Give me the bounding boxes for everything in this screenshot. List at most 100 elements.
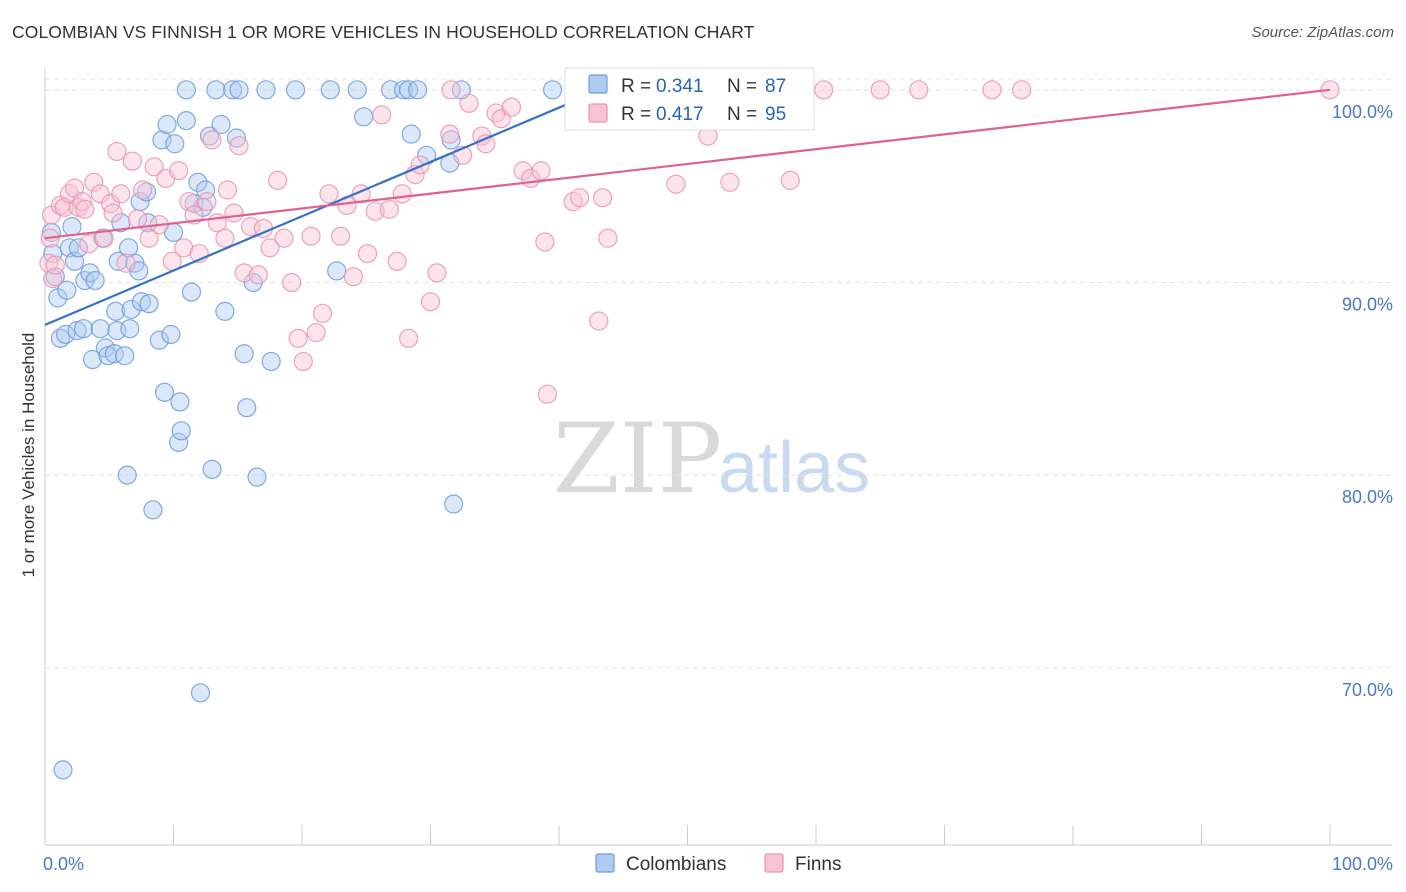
point-colombians: [170, 392, 190, 412]
point-colombians: [108, 251, 128, 271]
point-colombians: [444, 494, 464, 514]
legend-r-label-colombians: R =: [621, 76, 651, 97]
point-finns: [535, 232, 555, 252]
correlation-legend: R = 0.341 N = 87 R = 0.417 N = 95: [564, 67, 815, 131]
point-colombians: [149, 330, 169, 350]
trendline-finns: [44, 88, 1331, 240]
point-finns: [569, 188, 590, 208]
point-colombians: [206, 80, 226, 100]
point-finns: [122, 151, 142, 171]
point-colombians: [188, 172, 208, 192]
point-colombians: [176, 80, 196, 100]
point-finns: [267, 170, 288, 190]
point-colombians: [347, 80, 367, 100]
legend-swatch-finns: [588, 103, 608, 123]
point-finns: [312, 303, 333, 323]
point-colombians: [62, 217, 82, 237]
point-colombians: [106, 301, 126, 321]
point-colombians: [139, 294, 159, 314]
series-legend: Colombians Finns: [595, 853, 841, 875]
point-finns: [133, 180, 153, 200]
bottom-legend-finns: Finns: [795, 854, 841, 875]
colombians-points: [41, 80, 563, 780]
point-colombians: [542, 80, 563, 100]
legend-n-value-colombians: 87: [765, 76, 786, 97]
point-finns: [248, 265, 268, 285]
point-colombians: [285, 80, 306, 100]
bottom-legend-colombians: Colombians: [626, 854, 726, 875]
point-finns: [94, 228, 114, 248]
point-finns: [410, 155, 430, 175]
point-finns: [127, 209, 148, 229]
point-finns: [306, 322, 326, 343]
point-finns: [593, 188, 613, 208]
point-colombians: [247, 467, 267, 487]
point-colombians: [120, 319, 140, 339]
point-colombians: [408, 80, 428, 100]
point-finns: [814, 80, 834, 100]
bottom-legend-swatch-finns: [764, 853, 784, 873]
point-finns: [224, 203, 244, 223]
point-finns: [107, 141, 127, 162]
point-finns: [870, 80, 890, 100]
point-finns: [537, 384, 558, 404]
point-finns: [229, 136, 249, 156]
point-finns: [666, 174, 686, 194]
legend-r-label-finns: R =: [621, 104, 651, 125]
point-finns: [476, 134, 496, 154]
point-finns: [598, 228, 618, 248]
point-finns: [84, 172, 104, 192]
point-colombians: [82, 349, 103, 370]
y-tick-label: 80.0%: [1342, 487, 1393, 507]
tick-labels: 100.0% 90.0% 80.0% 70.0% 0.0% 100.0%: [43, 102, 1393, 874]
point-colombians: [121, 299, 141, 320]
point-finns: [459, 93, 479, 113]
source-note: Source: ZipAtlas.com: [1251, 24, 1394, 41]
point-finns: [589, 311, 609, 331]
point-finns: [379, 199, 399, 219]
point-colombians: [234, 344, 254, 364]
point-colombians: [117, 465, 137, 485]
chart-title: COLOMBIAN VS FINNISH 1 OR MORE VEHICLES …: [12, 22, 755, 42]
point-finns: [139, 228, 159, 248]
point-finns: [330, 226, 351, 246]
point-finns: [260, 238, 280, 258]
y-tick-label: 100.0%: [1332, 102, 1393, 122]
point-colombians: [320, 80, 340, 100]
legend-n-label-finns: N =: [727, 104, 757, 125]
point-colombians: [226, 128, 247, 148]
point-finns: [293, 351, 313, 372]
axes: [44, 68, 1392, 846]
point-colombians: [354, 107, 374, 127]
point-finns: [319, 184, 339, 204]
point-finns: [144, 157, 164, 177]
point-finns: [197, 191, 217, 212]
point-colombians: [152, 130, 172, 150]
point-colombians: [73, 319, 94, 339]
point-finns: [387, 251, 407, 271]
legend-r-value-colombians: 0.341: [656, 76, 704, 97]
point-finns: [215, 228, 235, 248]
point-colombians: [169, 432, 189, 452]
bottom-legend-swatch-colombians: [595, 853, 615, 873]
point-finns: [372, 105, 392, 125]
point-colombians: [256, 80, 276, 100]
point-colombians: [393, 80, 414, 100]
point-colombians: [190, 683, 211, 703]
point-colombians: [43, 243, 63, 264]
point-colombians: [161, 324, 181, 345]
legend-r-value-finns: 0.417: [656, 104, 704, 125]
point-finns: [399, 328, 419, 348]
y-tick-label: 70.0%: [1342, 680, 1393, 700]
point-colombians: [90, 319, 110, 339]
point-finns: [392, 184, 412, 204]
point-finns: [720, 172, 740, 192]
point-colombians: [55, 324, 76, 345]
point-colombians: [202, 459, 222, 479]
point-finns: [45, 255, 65, 275]
point-finns: [288, 328, 308, 348]
point-finns: [1011, 80, 1032, 100]
point-colombians: [57, 280, 77, 300]
point-colombians: [154, 382, 175, 402]
